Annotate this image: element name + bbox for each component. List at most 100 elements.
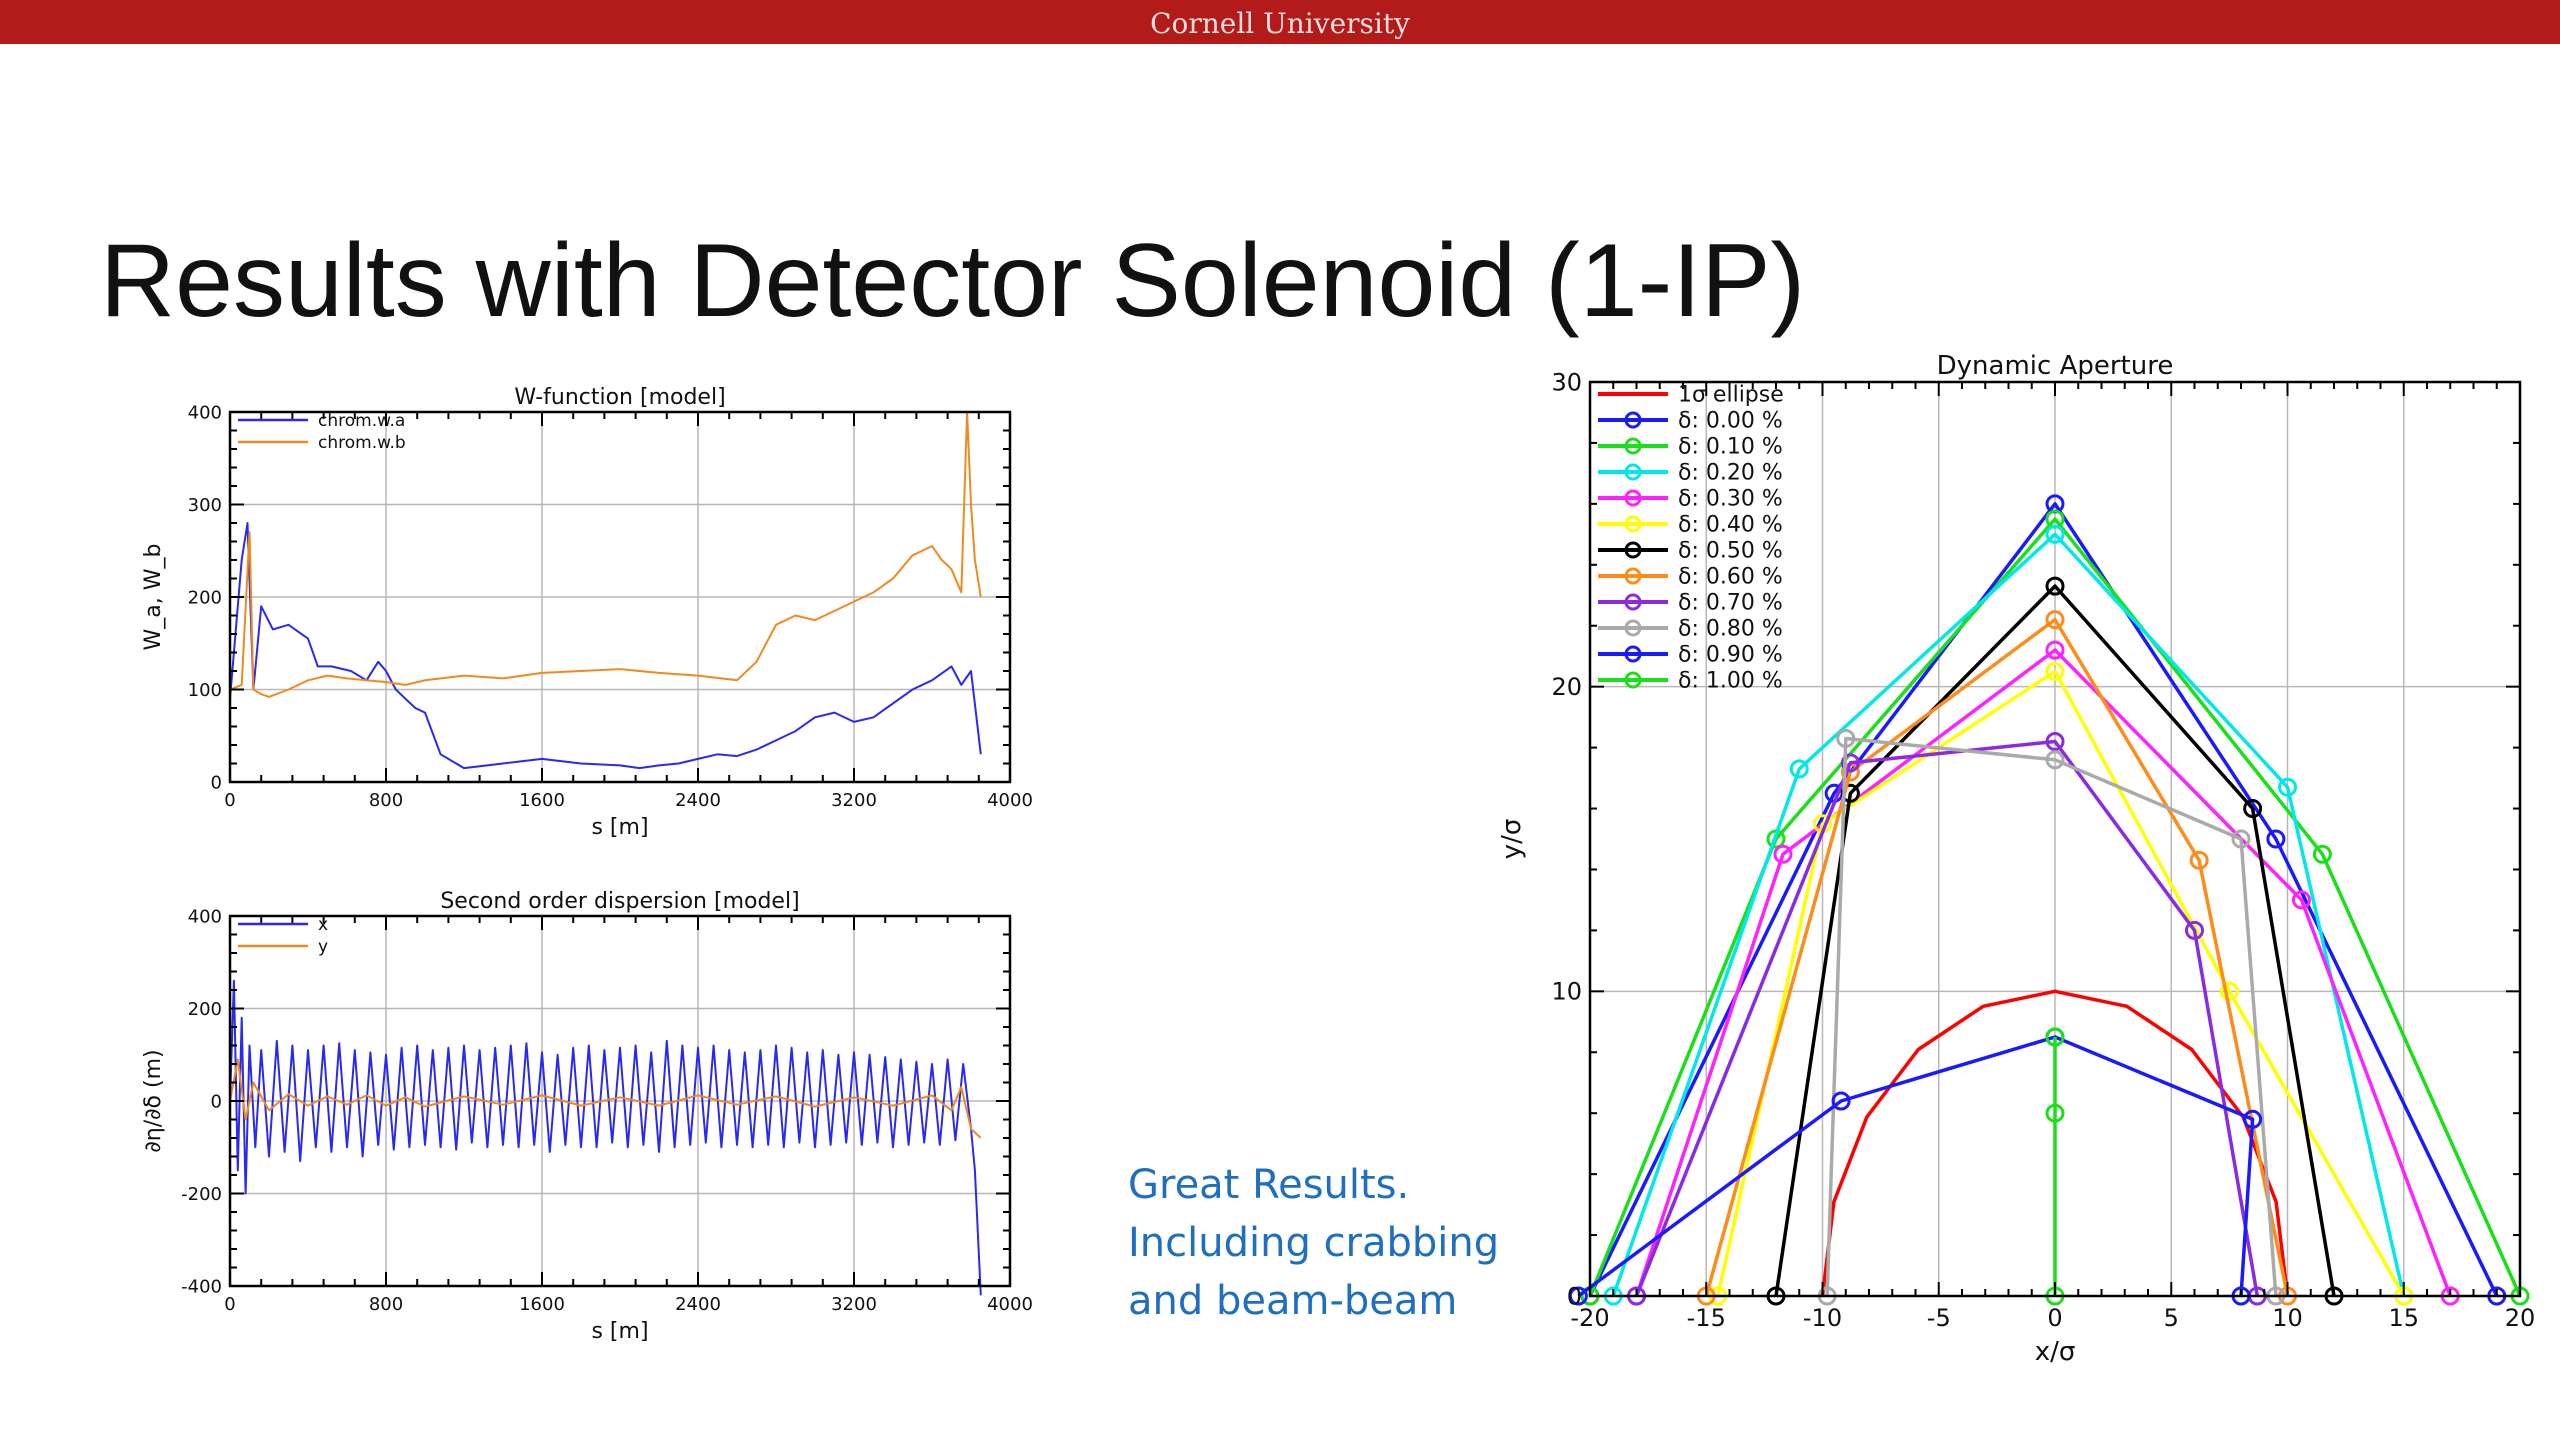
y-tick-label: 20: [1551, 673, 1582, 701]
series-point: [2185, 920, 2204, 940]
legend-marker: [1624, 671, 1642, 689]
series-line: [1825, 736, 2278, 1297]
y-tick-label: -200: [181, 1184, 222, 1205]
x-axis-label: x/σ: [2035, 1337, 2076, 1367]
y-tick-label: -400: [181, 1276, 222, 1297]
slide-title: Results with Detector Solenoid (1-IP): [100, 223, 1806, 339]
legend-label: chrom.w.b: [318, 433, 406, 453]
x-tick-label: 3200: [831, 790, 877, 811]
x-tick-label: 20: [2505, 1304, 2536, 1332]
series-line: [229, 979, 982, 1296]
series-point: [1568, 1286, 1588, 1306]
y-tick-label: 200: [188, 999, 222, 1020]
dynamic-aperture-chart: -20 -15 -10 -5 0 5 10 15 20 0 10 20 30 Dynamic Apertu…: [1497, 351, 2536, 1367]
x-tick-label: 0: [224, 1294, 235, 1315]
series-point: [2243, 799, 2263, 819]
legend-marker: [1624, 515, 1642, 533]
series-line: [1588, 517, 2522, 1297]
y-axis-label: ∂η/∂δ (m): [141, 1049, 166, 1152]
legend-marker: [1624, 567, 1642, 585]
x-tick-label: 1600: [519, 790, 565, 811]
x-tick-label: -15: [1687, 1304, 1726, 1332]
series-point: [1840, 753, 1860, 773]
legend-label: δ: 0.80 %: [1678, 617, 1783, 642]
chart-title: Second order dispersion [model]: [440, 889, 799, 914]
y-tick-label: 0: [1567, 1282, 1582, 1310]
x-tick-label: -5: [1927, 1304, 1951, 1332]
series-line: [229, 522, 982, 770]
x-tick-label: 4000: [987, 1294, 1033, 1315]
x-tick-label: 2400: [675, 1294, 721, 1315]
note-line: Including crabbing: [1128, 1220, 1500, 1266]
legend-marker: [1624, 541, 1642, 559]
legend-label: δ: 0.10 %: [1678, 435, 1783, 460]
legend-label: δ: 0.00 %: [1678, 409, 1783, 434]
series-point: [2045, 732, 2065, 752]
series-point: [1836, 728, 1856, 748]
legend-label: δ: 0.20 %: [1678, 461, 1783, 486]
legend-marker: [1624, 619, 1642, 637]
x-tick-label: -10: [1803, 1304, 1842, 1332]
series-point: [1831, 1091, 1851, 1111]
header-bar: [0, 0, 2560, 44]
series-line: [1634, 739, 2260, 1297]
legend-label: δ: 0.40 %: [1678, 513, 1783, 538]
legend-marker: [1624, 593, 1642, 611]
legend-label: δ: 0.70 %: [1678, 591, 1783, 616]
series-line: [1588, 502, 2499, 1297]
institution-name: Cornell University: [1150, 7, 1410, 40]
legend-marker: [1624, 411, 1642, 429]
legend-label: δ: 0.60 %: [1678, 565, 1783, 590]
x-tick-label: 4000: [987, 790, 1033, 811]
legend-marker: [1624, 645, 1642, 663]
legend-label: y: [318, 937, 328, 957]
x-tick-label: 15: [2388, 1304, 2419, 1332]
x-tick-label: 3200: [831, 1294, 877, 1315]
x-axis-label: s [m]: [591, 1319, 648, 1344]
series-point: [2278, 777, 2297, 797]
x-tick-label: 2400: [675, 790, 721, 811]
y-tick-label: 200: [188, 587, 222, 608]
y-tick-label: 0: [211, 1091, 222, 1112]
y-tick-label: 10: [1551, 978, 1582, 1006]
series-line: [1704, 617, 2290, 1297]
series-point: [2045, 524, 2065, 544]
legend-label: δ: 0.90 %: [1678, 643, 1783, 668]
series-line: [229, 411, 982, 698]
series-point: [2243, 1109, 2263, 1129]
results-note: Great Results. Including crabbing and be…: [1128, 1156, 1499, 1330]
y-tick-label: 400: [188, 402, 222, 423]
series-point: [2045, 750, 2065, 770]
legend-label: δ: 0.30 %: [1678, 487, 1783, 512]
series-point: [1773, 844, 1793, 864]
w-function-chart: 0 800 1600 2400 3200 4000 0 100 200 300 400 W-funct…: [141, 385, 1033, 840]
y-axis-label: y/σ: [1497, 819, 1527, 860]
legend-marker: [1624, 463, 1642, 481]
series-point: [2045, 640, 2065, 660]
series-line: [1716, 669, 2406, 1297]
legend-label: x: [318, 915, 328, 935]
series-line: [229, 1058, 982, 1139]
x-tick-label: 1600: [519, 1294, 565, 1315]
series-point: [2045, 576, 2065, 596]
series-point: [2266, 829, 2286, 849]
x-tick-label: 0: [2047, 1304, 2062, 1332]
series-point: [2045, 661, 2065, 681]
series-point: [2219, 981, 2239, 1001]
chart-title: Dynamic Aperture: [1937, 351, 2174, 381]
legend-label: 1σ ellipse: [1678, 383, 1784, 408]
note-line: Great Results.: [1128, 1162, 1410, 1208]
legend-label: δ: 0.50 %: [1678, 539, 1783, 564]
x-tick-label: 800: [369, 1294, 403, 1315]
x-tick-label: 10: [2272, 1304, 2303, 1332]
legend-marker: [1624, 489, 1642, 507]
y-tick-label: 0: [211, 772, 222, 793]
note-line: and beam-beam: [1128, 1278, 1458, 1324]
series-point: [2189, 850, 2209, 870]
x-tick-label: 5: [2164, 1304, 2179, 1332]
y-tick-label: 100: [188, 680, 222, 701]
series-line: [1634, 648, 2452, 1297]
chart-title: W-function [model]: [514, 385, 725, 410]
